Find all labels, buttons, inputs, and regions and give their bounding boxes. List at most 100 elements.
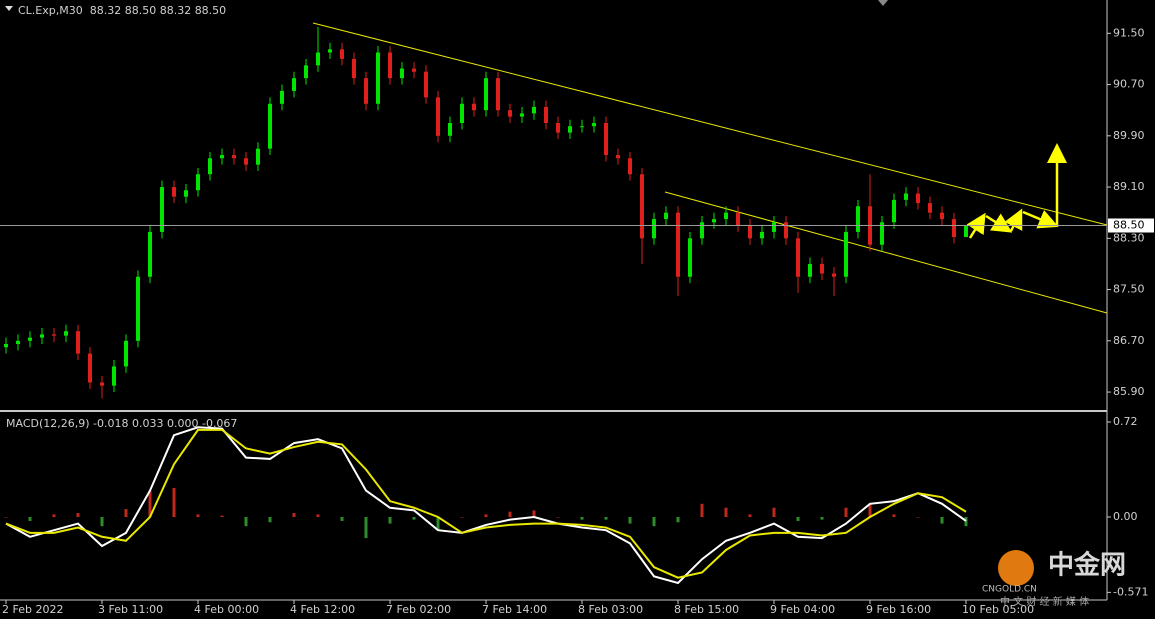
x-tick-label: 7 Feb 14:00 [482, 603, 547, 616]
x-tick-label: 10 Feb 05:00 [962, 603, 1034, 616]
candle-body [700, 222, 704, 239]
candle-body [424, 71, 428, 98]
price-label-box [1108, 218, 1154, 233]
histogram-bar [316, 514, 320, 517]
candle-body [844, 231, 848, 277]
indicator-line [5, 426, 967, 585]
histogram-bar [700, 503, 704, 517]
histogram-bar [244, 516, 248, 527]
candle-body [880, 222, 884, 245]
trendline [664, 191, 1108, 314]
candle-body [184, 190, 188, 197]
candle-body [928, 203, 932, 213]
candle-body [76, 331, 80, 354]
candle-body [400, 68, 404, 79]
candle-body [532, 106, 536, 114]
shift-marker [878, 0, 888, 6]
histogram-bar [628, 516, 632, 524]
candle-body [856, 206, 860, 232]
candle-body [916, 193, 920, 204]
forecast-arrows [966, 143, 1067, 239]
candle-body [436, 97, 440, 136]
candle-body [568, 126, 572, 133]
trendline [312, 22, 1108, 226]
candle-body [256, 148, 260, 165]
histogram-bar [484, 514, 488, 517]
candle-body [772, 222, 776, 232]
candle-body [520, 113, 524, 117]
candle-body [892, 199, 896, 223]
candle-body [472, 103, 476, 111]
watermark-name: 中金网 [1048, 550, 1126, 581]
candle-body [556, 123, 560, 133]
histogram-bar [868, 503, 872, 517]
candle-body [112, 366, 116, 386]
x-tick-label: 8 Feb 15:00 [674, 603, 739, 616]
candle-body [196, 174, 200, 191]
histogram-bar [820, 516, 824, 520]
candle-body [292, 78, 296, 91]
candle-body [364, 78, 368, 104]
candle-body [508, 110, 512, 117]
candle-body [964, 225, 968, 238]
candle-body [460, 103, 464, 123]
histogram-bar [4, 516, 8, 518]
histogram-bar [148, 490, 152, 517]
y-tick-label: 0.72 [1113, 415, 1138, 428]
candle-body [388, 52, 392, 79]
candle-body [736, 212, 740, 226]
candle-body [760, 231, 764, 239]
candle-body [712, 219, 716, 223]
candle-body [208, 158, 212, 175]
x-tick-label: 8 Feb 03:00 [578, 603, 643, 616]
y-tick-label: 88.30 [1113, 231, 1145, 244]
candle-body [412, 68, 416, 72]
candle-body [220, 155, 224, 159]
candle-body [352, 58, 356, 79]
x-tick-label: 2 Feb 2022 [2, 603, 63, 616]
histogram-bar [268, 516, 272, 523]
histogram-bar [940, 516, 944, 524]
histogram-bar [916, 516, 920, 518]
candle-body [616, 155, 620, 159]
candle-body [100, 382, 104, 386]
histogram-bar [652, 516, 656, 527]
candle-body [328, 49, 332, 53]
candle-body [496, 78, 500, 111]
candle-body [16, 340, 20, 345]
histogram-bar [388, 516, 392, 524]
candle-body [244, 158, 248, 165]
histogram-bar [436, 516, 440, 531]
x-tick-label: 9 Feb 04:00 [770, 603, 835, 616]
candle-body [832, 273, 836, 277]
candle-body [448, 123, 452, 136]
histogram-bar [556, 516, 560, 518]
candle-body [64, 331, 68, 336]
candle-body [688, 238, 692, 277]
candle-body [664, 212, 668, 220]
y-tick-label: 89.10 [1113, 180, 1145, 193]
histogram-bar [196, 514, 200, 517]
histogram-bar [412, 516, 416, 520]
candle-body [724, 212, 728, 220]
candle-body [940, 212, 944, 220]
histogram-bar [364, 516, 368, 539]
candle-body [340, 49, 344, 59]
candle-body [484, 78, 488, 111]
histogram-bar [676, 516, 680, 523]
histogram-bar [508, 511, 512, 517]
candle-body [904, 193, 908, 200]
y-tick-label: 0.00 [1113, 510, 1138, 523]
candle-body [544, 106, 548, 123]
menu-arrow[interactable] [5, 6, 13, 11]
histogram-bar [604, 516, 608, 520]
chart-title: CL.Exp,M30 88.32 88.50 88.32 88.50 [18, 4, 226, 17]
x-tick-label: 3 Feb 11:00 [98, 603, 163, 616]
candle-body [304, 65, 308, 79]
y-tick-label: 86.70 [1113, 334, 1145, 347]
histogram-bar [52, 514, 56, 517]
candle-body [40, 334, 44, 338]
watermark-logo [998, 550, 1034, 586]
histogram-bar [844, 507, 848, 517]
